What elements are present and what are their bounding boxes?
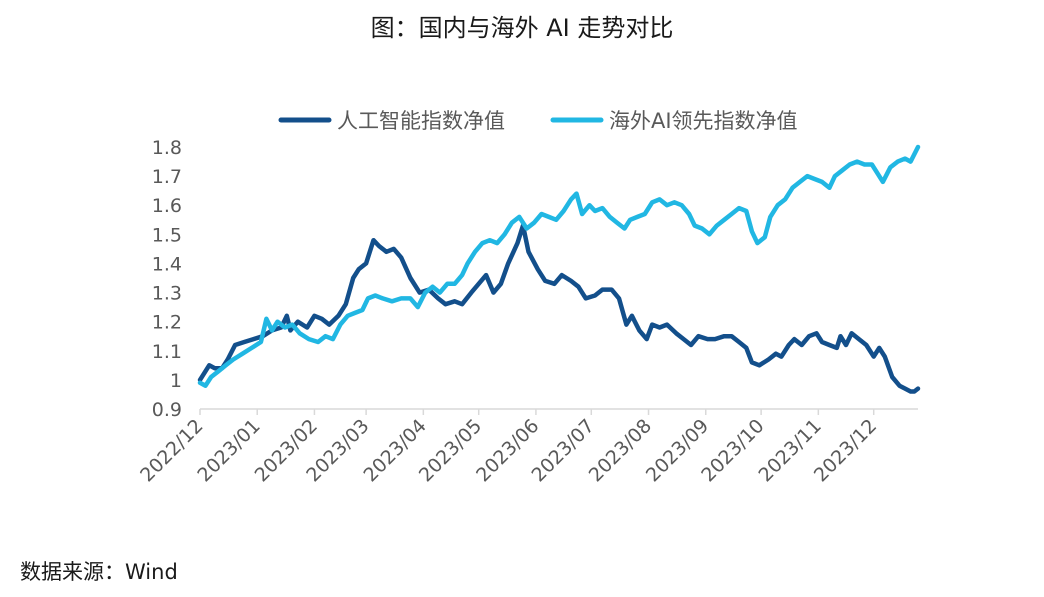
y-tick-label: 1.1 [152,341,182,363]
y-tick-label: 0.9 [152,399,182,421]
chart-title: 图：国内与海外 AI 走势对比 [370,14,674,42]
x-tick-label: 2023/08 [585,415,656,486]
legend-label-2: 海外AI领先指数净值 [609,109,798,133]
series-line-2 [197,144,921,388]
y-tick-label: 1.3 [152,283,182,305]
y-tick-label: 1.2 [152,312,182,334]
legend: 人工智能指数净值 海外AI领先指数净值 [278,109,798,133]
y-tick-label: 1 [170,370,182,392]
y-tick-label: 1.7 [152,166,182,188]
y-tick-label: 1.4 [152,253,182,275]
y-tick-label: 1.5 [152,224,182,246]
legend-label-1: 人工智能指数净值 [337,109,505,133]
series-layer [197,144,921,394]
y-tick-label: 1.6 [152,195,182,217]
y-tick-label: 1.8 [152,137,182,159]
series-line-1 [197,223,921,394]
source-note: 数据来源：Wind [20,560,178,584]
y-axis: 0.9 1 1.1 1.2 1.3 1.4 1.5 1.6 1.7 1.8 [152,137,182,421]
x-axis: 2022/122023/012023/022023/032023/042023/… [136,408,918,486]
